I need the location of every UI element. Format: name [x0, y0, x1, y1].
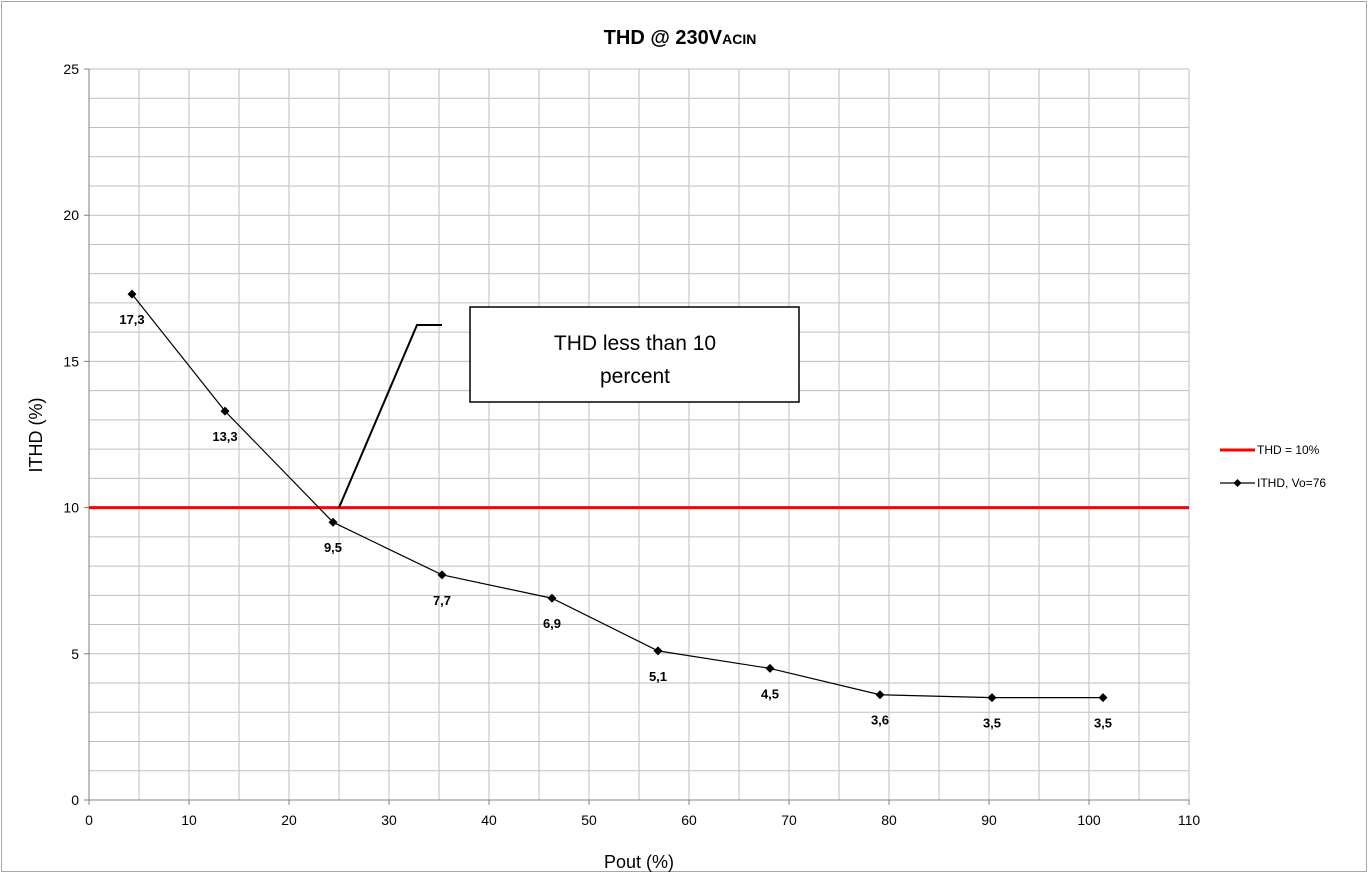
ithd-data-point	[987, 693, 997, 703]
x-tick-label: 20	[281, 812, 297, 828]
x-tick-label: 50	[581, 812, 597, 828]
ithd-data-label: 17,3	[119, 312, 144, 327]
y-tick-label: 20	[63, 207, 79, 223]
legend-item-thd-10: THD = 10%	[1220, 443, 1320, 457]
ithd-series-line	[131, 293, 1103, 699]
ithd-data-point	[437, 570, 447, 580]
y-tick-label: 0	[71, 792, 79, 808]
ithd-data-label: 9,5	[324, 540, 342, 555]
callout: THD less than 10 percent	[338, 306, 800, 508]
axes	[88, 69, 1189, 801]
legend-label-ithd: ITHD, Vo=76	[1257, 476, 1326, 490]
callout-text-line-1: THD less than 10	[554, 332, 716, 355]
callout-box	[469, 306, 800, 403]
y-tick-label: 5	[71, 646, 79, 662]
x-tick-label: 100	[1077, 812, 1101, 828]
chart-title-subscript: ACIN	[722, 31, 756, 47]
legend-item-ithd: ITHD, Vo=76	[1220, 476, 1326, 490]
x-tick-label: 90	[981, 812, 997, 828]
ithd-data-point	[547, 593, 557, 603]
x-tick-label: 10	[181, 812, 197, 828]
x-tick-label: 80	[881, 812, 897, 828]
legend: THD = 10% ITHD, Vo=76	[1220, 443, 1326, 490]
x-tick-label: 70	[781, 812, 797, 828]
x-tick-label: 30	[381, 812, 397, 828]
callout-text-line-2: percent	[600, 365, 670, 388]
ithd-data-label: 3,5	[983, 716, 1001, 731]
ithd-data-label: 5,1	[649, 669, 667, 684]
chart-title: THD @ 230VACIN	[604, 27, 757, 49]
data-labels: 17,3 13,3 9,5 7,7 6,9 5,1 4,5 3,6 3,5 3,5	[119, 312, 1112, 731]
y-tick-label: 10	[63, 500, 79, 516]
ithd-data-label: 3,5	[1094, 716, 1112, 731]
legend-swatch-ithd-marker	[1233, 479, 1242, 487]
ithd-data-label: 13,3	[212, 429, 237, 444]
x-tick-label: 0	[85, 812, 93, 828]
series	[89, 289, 1189, 703]
ithd-data-point	[328, 517, 338, 527]
y-axis-label: ITHD (%)	[26, 398, 46, 473]
ithd-data-point	[1098, 693, 1108, 703]
ithd-data-label: 4,5	[761, 686, 779, 701]
x-axis-label: Pout (%)	[604, 852, 674, 872]
callout-leader-line	[338, 324, 442, 508]
grid	[88, 68, 1190, 801]
x-tick-label: 60	[681, 812, 697, 828]
ithd-data-point	[220, 406, 230, 416]
ithd-data-label: 7,7	[433, 593, 451, 608]
y-tick-label: 25	[63, 61, 79, 77]
ithd-data-point	[765, 663, 775, 673]
x-tick-label: 110	[1178, 812, 1201, 828]
tick-labels: 0 10 20 30 40 50 60 70 80 90 100 110 0 5 10 15 20 25	[63, 61, 1200, 828]
x-tick-label: 40	[481, 812, 497, 828]
ithd-data-point	[875, 690, 885, 700]
ithd-data-point	[127, 289, 137, 299]
ithd-data-label: 6,9	[543, 616, 561, 631]
ithd-data-point	[653, 646, 663, 656]
y-tick-label: 15	[63, 353, 79, 369]
legend-label-thd-10: THD = 10%	[1257, 443, 1320, 457]
ithd-data-label: 3,6	[871, 713, 889, 728]
chart-title-main: THD @ 230V	[604, 27, 723, 49]
